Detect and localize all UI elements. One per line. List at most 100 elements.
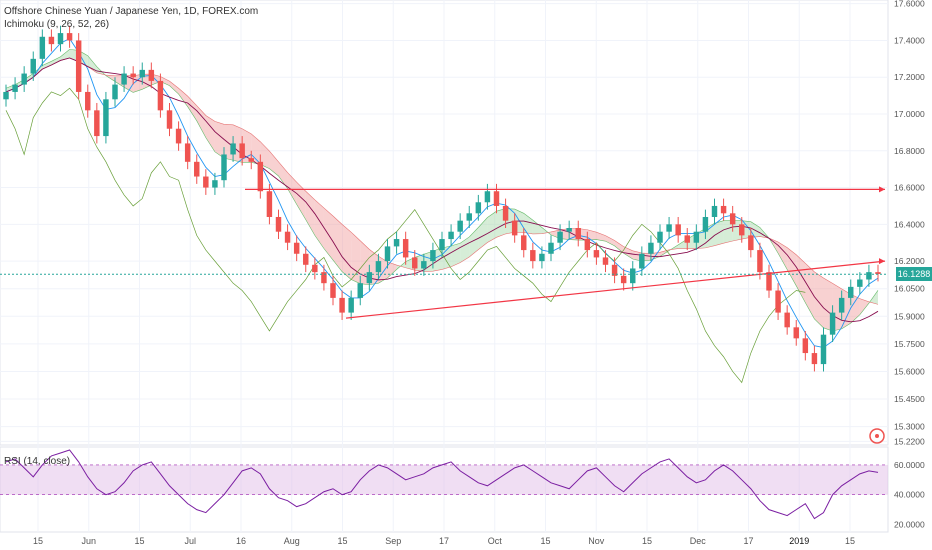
candle-body xyxy=(357,283,363,298)
candle-body xyxy=(121,73,127,85)
logo-icon xyxy=(869,428,885,444)
candle-body xyxy=(166,110,173,129)
x-tick-label: 15 xyxy=(33,536,43,546)
candle-body xyxy=(321,272,327,284)
candle-body xyxy=(303,253,309,265)
candle-body xyxy=(239,143,245,159)
candle-body xyxy=(521,235,527,251)
ichimoku-cloud xyxy=(723,220,733,244)
candle-body xyxy=(829,312,836,335)
y-tick-label: 15.4500 xyxy=(894,394,925,404)
x-tick-label: 15 xyxy=(642,536,652,546)
candle-body xyxy=(502,205,509,221)
candle-body xyxy=(475,202,482,214)
ichimoku-cloud xyxy=(850,294,860,324)
ichimoku-cloud xyxy=(796,254,806,303)
ichimoku-cloud xyxy=(859,298,869,315)
candle-body xyxy=(711,205,718,217)
y-tick-label: 16.0500 xyxy=(894,284,925,294)
candle-body xyxy=(493,191,500,206)
ichimoku-cloud xyxy=(342,224,352,280)
candle-body xyxy=(248,158,254,162)
x-tick-label: Dec xyxy=(690,536,707,546)
candle-body xyxy=(85,91,91,111)
candle-body xyxy=(112,84,118,100)
candle-body xyxy=(566,228,572,232)
y-tick-label: 17.0000 xyxy=(894,109,925,119)
candle-body xyxy=(103,99,109,137)
candle-body xyxy=(548,242,554,254)
candle-body xyxy=(702,216,709,232)
candle-body xyxy=(366,272,373,284)
candle-body xyxy=(757,250,763,273)
candle-body xyxy=(94,110,100,137)
rsi-band xyxy=(0,464,888,495)
rsi-tick-label: 60.0000 xyxy=(894,460,925,470)
candle-body xyxy=(148,69,155,81)
ichimoku-cloud xyxy=(205,115,215,152)
rsi-label: RSI (14, close) xyxy=(4,456,71,467)
ichimoku-cloud xyxy=(305,191,315,236)
candle-body xyxy=(557,231,563,243)
candle-body xyxy=(748,235,754,251)
y-tick-label: 15.6000 xyxy=(894,366,925,376)
candle-body xyxy=(39,36,46,59)
ichimoku-cloud xyxy=(296,182,306,220)
rsi-tick-label: 40.0000 xyxy=(894,490,925,500)
candle-body xyxy=(402,239,409,258)
x-tick-label: 17 xyxy=(743,536,753,546)
candle-body xyxy=(593,250,600,258)
ichimoku-cloud xyxy=(287,172,297,205)
y-tick-label: 15.7500 xyxy=(894,339,925,349)
ichimoku-cloud xyxy=(278,161,288,189)
trend-line-arrowhead xyxy=(879,186,885,193)
ichimoku-cloud xyxy=(87,55,97,73)
rsi-tick-label: 20.0000 xyxy=(894,520,925,530)
candle-body xyxy=(766,272,772,291)
candle-body xyxy=(393,239,400,247)
candle-body xyxy=(620,275,627,284)
y-tick-label: 17.2000 xyxy=(894,72,925,82)
x-tick-label: Aug xyxy=(284,536,300,546)
y-tick-label: 16.4000 xyxy=(894,219,925,229)
candle-body xyxy=(203,176,209,188)
ichimoku-cloud xyxy=(314,199,324,249)
ichimoku-cloud xyxy=(460,236,470,263)
candle-body xyxy=(339,297,345,313)
ichimoku-cloud xyxy=(714,220,724,246)
candle-body xyxy=(66,33,73,41)
candle-body xyxy=(293,242,300,254)
candle-body xyxy=(194,161,200,177)
candle-body xyxy=(421,261,427,269)
candle-body xyxy=(530,250,536,262)
y-tick-label: 16.8000 xyxy=(894,146,925,156)
y-tick-label: 17.4000 xyxy=(894,35,925,45)
x-tick-label: 17 xyxy=(439,536,449,546)
candle-body xyxy=(312,264,318,273)
candle-body xyxy=(775,290,781,313)
ichimoku-cloud xyxy=(187,96,197,121)
candle-body xyxy=(430,250,436,262)
ichimoku-cloud xyxy=(269,151,279,177)
logo-dot-icon xyxy=(875,434,879,438)
candle-body xyxy=(157,80,164,111)
candle-body xyxy=(330,283,336,298)
candle-body xyxy=(602,257,609,265)
ichimoku-cloud xyxy=(778,241,788,270)
x-tick-label: Jul xyxy=(184,536,196,546)
candle-body xyxy=(584,239,591,251)
ichimoku-cloud xyxy=(169,81,179,95)
candle-body xyxy=(139,69,145,78)
ichimoku-cloud xyxy=(587,229,597,241)
candle-body xyxy=(384,246,391,262)
candle-body xyxy=(221,154,227,181)
candle-body xyxy=(675,224,681,236)
x-tick-label: Nov xyxy=(588,536,605,546)
ichimoku-cloud xyxy=(605,235,615,246)
candle-body xyxy=(48,36,55,45)
candle-body xyxy=(3,91,9,100)
candle-body xyxy=(811,353,818,365)
ichimoku-cloud xyxy=(750,221,760,238)
y-tick-label: 16.6000 xyxy=(894,183,925,193)
